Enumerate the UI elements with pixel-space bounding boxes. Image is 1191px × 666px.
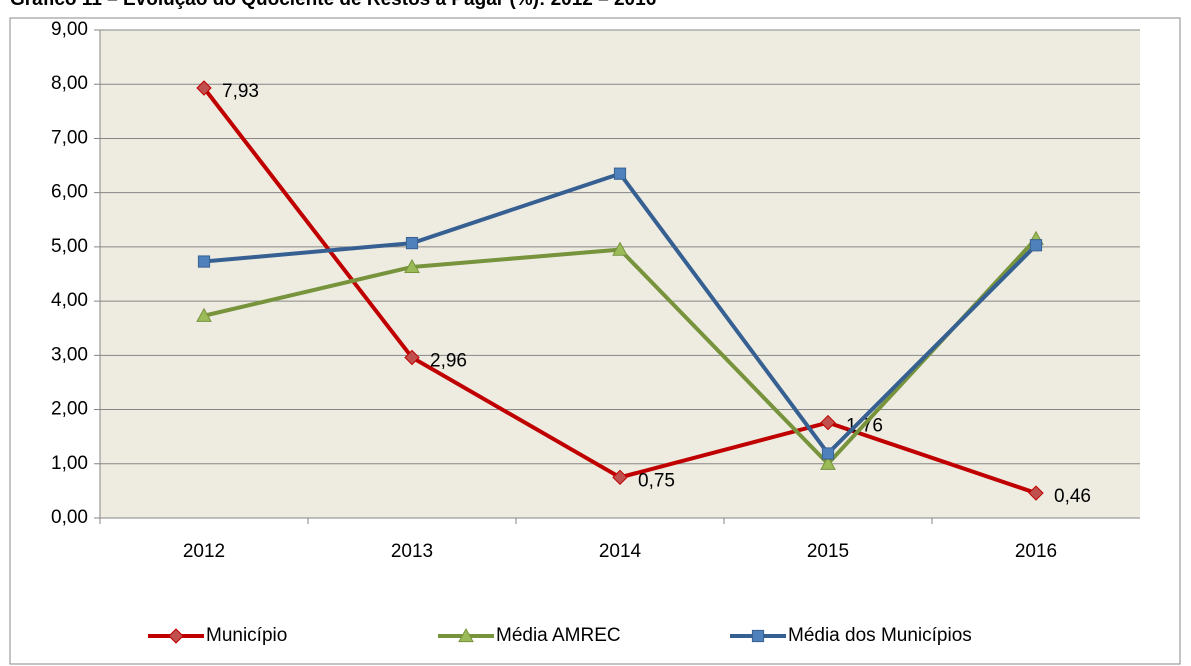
chart-border <box>9 17 1181 665</box>
x-tick-label: 2013 <box>391 541 433 562</box>
y-tick-label: 3,00 <box>51 344 88 365</box>
legend-label: Média dos Municípios <box>788 625 972 646</box>
marker <box>820 414 836 431</box>
marker <box>1029 239 1043 252</box>
y-tick-label: 6,00 <box>51 182 88 203</box>
x-tick-label: 2012 <box>183 541 225 562</box>
legend-label: Média AMREC <box>496 625 621 646</box>
marker <box>751 629 765 643</box>
marker <box>404 258 420 274</box>
x-tick-label: 2014 <box>599 541 642 562</box>
y-tick-label: 4,00 <box>51 290 88 311</box>
x-tick-label: 2016 <box>1015 541 1057 562</box>
marker <box>197 255 211 268</box>
marker <box>404 349 420 366</box>
data-label: 2,96 <box>430 351 467 372</box>
marker <box>196 80 212 96</box>
y-tick-label: 5,00 <box>51 236 88 257</box>
marker <box>612 469 628 486</box>
marker <box>458 627 474 643</box>
marker <box>821 447 835 460</box>
marker <box>168 628 184 644</box>
marker <box>405 236 419 250</box>
x-tick-label: 2015 <box>807 541 849 562</box>
y-tick-label: 0,00 <box>51 507 88 528</box>
chart-title: Gráfico 11 – Evolução do Quociente de Re… <box>10 0 656 10</box>
plot-area <box>100 30 1140 518</box>
marker <box>612 241 628 256</box>
y-tick-label: 1,00 <box>51 453 88 474</box>
y-tick-label: 8,00 <box>51 73 88 94</box>
marker <box>1028 485 1044 501</box>
data-label: 0,75 <box>638 470 675 491</box>
y-tick-label: 2,00 <box>51 399 88 420</box>
data-label: 7,93 <box>222 81 259 102</box>
y-tick-label: 7,00 <box>51 127 88 148</box>
data-label: 0,46 <box>1054 486 1091 507</box>
marker <box>196 307 212 322</box>
legend-label: Município <box>206 625 287 646</box>
y-tick-label: 9,00 <box>51 19 88 40</box>
marker <box>613 167 627 180</box>
marker <box>820 455 836 470</box>
